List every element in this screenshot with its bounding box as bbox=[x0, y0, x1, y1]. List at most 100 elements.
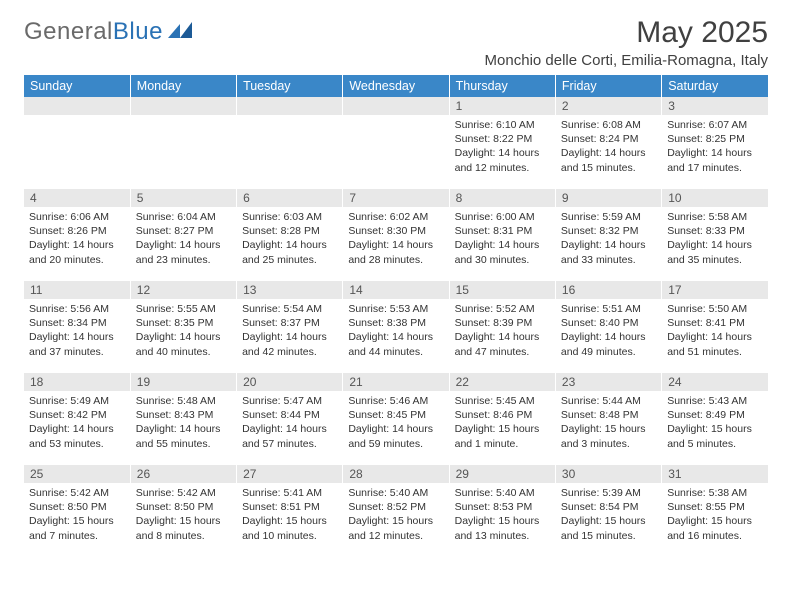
sunset-text: Sunset: 8:50 PM bbox=[136, 500, 231, 514]
sunrise-text: Sunrise: 5:47 AM bbox=[242, 394, 337, 408]
sunrise-text: Sunrise: 6:03 AM bbox=[242, 210, 337, 224]
day-number: 12 bbox=[131, 281, 236, 299]
sunrise-text: Sunrise: 5:43 AM bbox=[667, 394, 763, 408]
sunrise-text: Sunrise: 6:10 AM bbox=[455, 118, 550, 132]
day-number: 14 bbox=[343, 281, 448, 299]
day-number: 30 bbox=[556, 465, 661, 483]
day-data: Sunrise: 5:40 AMSunset: 8:52 PMDaylight:… bbox=[343, 483, 448, 546]
weekday-header: Sunday bbox=[24, 75, 130, 97]
daylight-text: Daylight: 14 hours and 57 minutes. bbox=[242, 422, 337, 450]
day-number: 24 bbox=[662, 373, 768, 391]
daylight-text: Daylight: 15 hours and 16 minutes. bbox=[667, 514, 763, 542]
sunset-text: Sunset: 8:35 PM bbox=[136, 316, 231, 330]
daylight-text: Daylight: 15 hours and 10 minutes. bbox=[242, 514, 337, 542]
sunset-text: Sunset: 8:31 PM bbox=[455, 224, 550, 238]
sunrise-text: Sunrise: 5:53 AM bbox=[348, 302, 443, 316]
day-data: Sunrise: 5:59 AMSunset: 8:32 PMDaylight:… bbox=[556, 207, 661, 270]
sunrise-text: Sunrise: 5:58 AM bbox=[667, 210, 763, 224]
day-number: 10 bbox=[662, 189, 768, 207]
sunrise-text: Sunrise: 5:44 AM bbox=[561, 394, 656, 408]
sunrise-text: Sunrise: 5:42 AM bbox=[29, 486, 125, 500]
daylight-text: Daylight: 14 hours and 15 minutes. bbox=[561, 146, 656, 174]
day-number: 25 bbox=[24, 465, 130, 483]
day-data: Sunrise: 5:48 AMSunset: 8:43 PMDaylight:… bbox=[131, 391, 236, 454]
calendar-day-cell: 9Sunrise: 5:59 AMSunset: 8:32 PMDaylight… bbox=[555, 189, 661, 281]
day-number: 3 bbox=[662, 97, 768, 115]
calendar-week-row: 18Sunrise: 5:49 AMSunset: 8:42 PMDayligh… bbox=[24, 373, 768, 465]
day-number: 13 bbox=[237, 281, 342, 299]
daylight-text: Daylight: 15 hours and 1 minute. bbox=[455, 422, 550, 450]
header: GeneralBlue May 2025 Monchio delle Corti… bbox=[24, 18, 768, 69]
daylight-text: Daylight: 14 hours and 33 minutes. bbox=[561, 238, 656, 266]
sunrise-text: Sunrise: 5:40 AM bbox=[348, 486, 443, 500]
day-data: Sunrise: 5:42 AMSunset: 8:50 PMDaylight:… bbox=[131, 483, 236, 546]
daylight-text: Daylight: 14 hours and 25 minutes. bbox=[242, 238, 337, 266]
calendar-body: 1Sunrise: 6:10 AMSunset: 8:22 PMDaylight… bbox=[24, 97, 768, 557]
daylight-text: Daylight: 15 hours and 3 minutes. bbox=[561, 422, 656, 450]
sunrise-text: Sunrise: 5:54 AM bbox=[242, 302, 337, 316]
sunrise-text: Sunrise: 6:07 AM bbox=[667, 118, 763, 132]
logo-text-gray: General bbox=[24, 18, 113, 46]
sunset-text: Sunset: 8:26 PM bbox=[29, 224, 125, 238]
daylight-text: Daylight: 14 hours and 37 minutes. bbox=[29, 330, 125, 358]
sunrise-text: Sunrise: 5:56 AM bbox=[29, 302, 125, 316]
calendar-header-row: Sunday Monday Tuesday Wednesday Thursday… bbox=[24, 75, 768, 97]
day-number: 16 bbox=[556, 281, 661, 299]
day-number: 1 bbox=[450, 97, 555, 115]
sunset-text: Sunset: 8:49 PM bbox=[667, 408, 763, 422]
day-data: Sunrise: 5:53 AMSunset: 8:38 PMDaylight:… bbox=[343, 299, 448, 362]
day-number: 22 bbox=[450, 373, 555, 391]
calendar-week-row: 11Sunrise: 5:56 AMSunset: 8:34 PMDayligh… bbox=[24, 281, 768, 373]
sunset-text: Sunset: 8:28 PM bbox=[242, 224, 337, 238]
sunset-text: Sunset: 8:46 PM bbox=[455, 408, 550, 422]
daylight-text: Daylight: 15 hours and 15 minutes. bbox=[561, 514, 656, 542]
sunset-text: Sunset: 8:42 PM bbox=[29, 408, 125, 422]
daylight-text: Daylight: 15 hours and 8 minutes. bbox=[136, 514, 231, 542]
day-number: 26 bbox=[131, 465, 236, 483]
calendar-day-cell: 12Sunrise: 5:55 AMSunset: 8:35 PMDayligh… bbox=[130, 281, 236, 373]
day-data: Sunrise: 5:45 AMSunset: 8:46 PMDaylight:… bbox=[450, 391, 555, 454]
sunrise-text: Sunrise: 5:40 AM bbox=[455, 486, 550, 500]
title-block: May 2025 Monchio delle Corti, Emilia-Rom… bbox=[485, 18, 768, 69]
daylight-text: Daylight: 15 hours and 13 minutes. bbox=[455, 514, 550, 542]
day-data: Sunrise: 5:46 AMSunset: 8:45 PMDaylight:… bbox=[343, 391, 448, 454]
day-data: Sunrise: 6:10 AMSunset: 8:22 PMDaylight:… bbox=[450, 115, 555, 178]
daylight-text: Daylight: 14 hours and 23 minutes. bbox=[136, 238, 231, 266]
calendar-day-cell: 20Sunrise: 5:47 AMSunset: 8:44 PMDayligh… bbox=[237, 373, 343, 465]
sunset-text: Sunset: 8:22 PM bbox=[455, 132, 550, 146]
calendar-day-cell: 1Sunrise: 6:10 AMSunset: 8:22 PMDaylight… bbox=[449, 97, 555, 189]
calendar-day-cell: 28Sunrise: 5:40 AMSunset: 8:52 PMDayligh… bbox=[343, 465, 449, 557]
sunset-text: Sunset: 8:32 PM bbox=[561, 224, 656, 238]
sunset-text: Sunset: 8:52 PM bbox=[348, 500, 443, 514]
sunrise-text: Sunrise: 5:52 AM bbox=[455, 302, 550, 316]
daylight-text: Daylight: 15 hours and 7 minutes. bbox=[29, 514, 125, 542]
day-data: Sunrise: 5:55 AMSunset: 8:35 PMDaylight:… bbox=[131, 299, 236, 362]
calendar-day-cell: 7Sunrise: 6:02 AMSunset: 8:30 PMDaylight… bbox=[343, 189, 449, 281]
sunrise-text: Sunrise: 5:45 AM bbox=[455, 394, 550, 408]
daylight-text: Daylight: 14 hours and 40 minutes. bbox=[136, 330, 231, 358]
day-data bbox=[237, 115, 342, 175]
day-data: Sunrise: 5:44 AMSunset: 8:48 PMDaylight:… bbox=[556, 391, 661, 454]
calendar-day-cell: 14Sunrise: 5:53 AMSunset: 8:38 PMDayligh… bbox=[343, 281, 449, 373]
day-data: Sunrise: 5:43 AMSunset: 8:49 PMDaylight:… bbox=[662, 391, 768, 454]
day-data: Sunrise: 6:03 AMSunset: 8:28 PMDaylight:… bbox=[237, 207, 342, 270]
day-number: 4 bbox=[24, 189, 130, 207]
sunrise-text: Sunrise: 6:08 AM bbox=[561, 118, 656, 132]
sunset-text: Sunset: 8:37 PM bbox=[242, 316, 337, 330]
day-number: 28 bbox=[343, 465, 448, 483]
calendar-day-cell: 6Sunrise: 6:03 AMSunset: 8:28 PMDaylight… bbox=[237, 189, 343, 281]
day-number: 29 bbox=[450, 465, 555, 483]
day-number bbox=[343, 97, 448, 115]
day-data: Sunrise: 6:07 AMSunset: 8:25 PMDaylight:… bbox=[662, 115, 768, 178]
calendar-day-cell: 15Sunrise: 5:52 AMSunset: 8:39 PMDayligh… bbox=[449, 281, 555, 373]
sunset-text: Sunset: 8:34 PM bbox=[29, 316, 125, 330]
location-text: Monchio delle Corti, Emilia-Romagna, Ita… bbox=[485, 52, 768, 69]
day-number bbox=[237, 97, 342, 115]
logo: GeneralBlue bbox=[24, 18, 193, 46]
calendar-day-cell bbox=[24, 97, 130, 189]
sunset-text: Sunset: 8:43 PM bbox=[136, 408, 231, 422]
daylight-text: Daylight: 14 hours and 20 minutes. bbox=[29, 238, 125, 266]
day-number: 21 bbox=[343, 373, 448, 391]
sunrise-text: Sunrise: 5:59 AM bbox=[561, 210, 656, 224]
calendar-week-row: 25Sunrise: 5:42 AMSunset: 8:50 PMDayligh… bbox=[24, 465, 768, 557]
